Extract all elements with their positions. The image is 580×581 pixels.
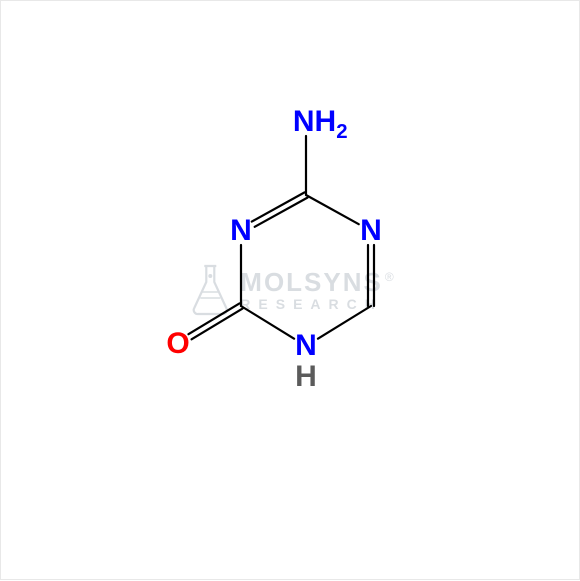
atom-N3: N — [360, 214, 382, 248]
atom-N1: N — [230, 214, 252, 248]
atom-O7: O — [166, 327, 189, 361]
atom-N5H: H — [295, 360, 317, 394]
atom-N5: N — [295, 329, 317, 363]
atom-N8: NH2 — [293, 105, 348, 139]
canvas: MOLSYNS® RESEARCH NNNHONH2 — [0, 0, 580, 580]
molecule-structure — [1, 1, 580, 581]
